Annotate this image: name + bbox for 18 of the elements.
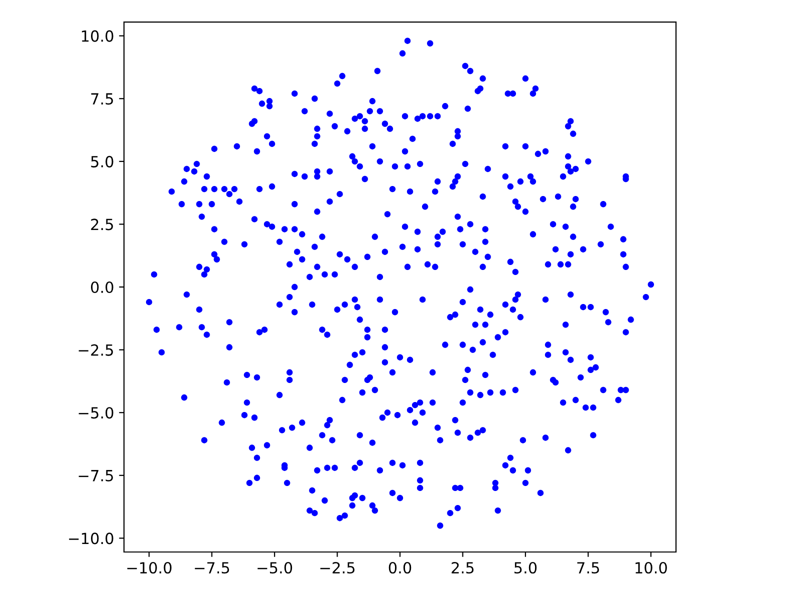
x-tick-label: 2.5: [452, 562, 474, 574]
y-tick-label: −5.0: [78, 407, 114, 419]
y-tick-label: −7.5: [78, 470, 113, 482]
x-tick-label: 5.0: [514, 562, 537, 574]
x-tick-label: 7.5: [577, 562, 599, 574]
y-tick-label: 0.0: [90, 281, 114, 294]
y-tick-label: 5.0: [91, 156, 114, 168]
y-tick-label: 10.0: [82, 30, 114, 42]
x-tick-label: 10.0: [636, 562, 667, 574]
y-tick-label: 7.5: [91, 93, 113, 105]
x-tick-label: 0.0: [388, 562, 412, 574]
x-tick-label: −5.0: [258, 562, 292, 574]
y-tick-label: −10.0: [69, 532, 114, 544]
x-tick-label: −10.0: [127, 562, 172, 574]
y-tick-label: 2.5: [91, 218, 113, 230]
x-tick-label: −7.5: [194, 562, 230, 574]
y-tick-label: −2.5: [78, 344, 113, 356]
x-tick-label: −2.5: [320, 562, 354, 574]
